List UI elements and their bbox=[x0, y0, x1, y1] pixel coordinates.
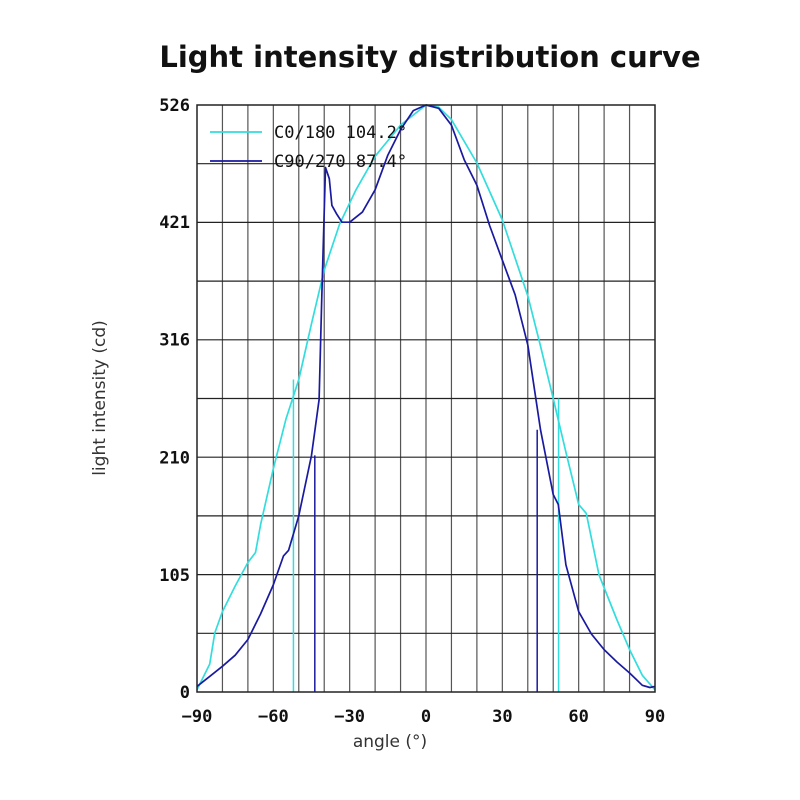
series-lines bbox=[196, 104, 656, 691]
legend: C0/180 104.2° C90/270 87.4° bbox=[210, 123, 407, 172]
grid bbox=[197, 105, 655, 692]
legend-entry: C0/180 104.2° bbox=[274, 123, 407, 143]
legend-entry: C90/270 87.4° bbox=[274, 152, 407, 172]
y-tick-label: 316 bbox=[159, 330, 190, 350]
y-tick-label: 105 bbox=[159, 566, 190, 586]
x-tick-label: 30 bbox=[492, 707, 512, 727]
series-line-c90-270 bbox=[196, 104, 656, 689]
x-tick-label: 90 bbox=[645, 707, 665, 727]
x-tick-label: −60 bbox=[258, 707, 289, 727]
plot-border bbox=[196, 104, 656, 693]
plot-frame bbox=[196, 104, 656, 693]
y-tick-label: 421 bbox=[159, 213, 190, 233]
y-tick-label: 526 bbox=[159, 96, 190, 116]
x-tick-labels: −90 −60 −30 0 30 60 90 bbox=[182, 707, 666, 727]
y-tick-labels: 0 105 210 316 421 526 bbox=[159, 96, 190, 703]
y-axis-label: light intensity (cd) bbox=[90, 320, 110, 476]
x-tick-label: −90 bbox=[182, 707, 213, 727]
x-tick-label: 0 bbox=[421, 707, 431, 727]
series-line-c0-180 bbox=[196, 104, 656, 691]
chart-title: Light intensity distribution curve bbox=[159, 40, 701, 74]
y-tick-label: 210 bbox=[159, 449, 190, 469]
x-tick-label: 60 bbox=[568, 707, 588, 727]
x-axis-label: angle (°) bbox=[353, 732, 427, 752]
y-tick-label: 0 bbox=[180, 683, 190, 703]
x-tick-label: −30 bbox=[334, 707, 365, 727]
